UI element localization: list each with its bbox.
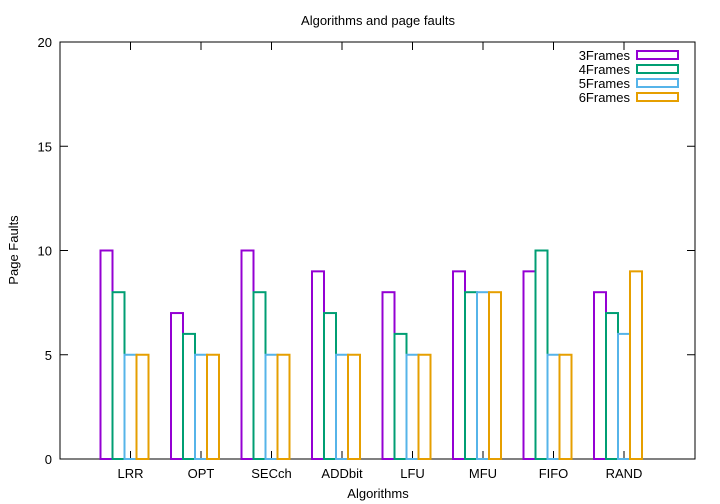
y-axis: 0 5 10 15 20	[38, 35, 695, 467]
bar-4frames-addbit	[323, 312, 337, 460]
y-axis-title: Page Faults	[6, 215, 21, 285]
bar-6frames-rand	[629, 270, 643, 460]
legend-label: 6Frames	[579, 90, 631, 105]
x-tick-label: FIFO	[539, 466, 569, 481]
bar-3frames-fifo	[522, 270, 537, 460]
legend-label: 3Frames	[579, 48, 631, 63]
legend-label: 5Frames	[579, 76, 631, 91]
chart-title: Algorithms and page faults	[301, 13, 455, 28]
bar-3frames-rand	[593, 291, 607, 461]
bar-3frames-secch	[240, 249, 255, 460]
bar-6frames-lfu	[417, 353, 432, 460]
bar-4frames-rand	[605, 312, 619, 460]
bar-6frames-mfu	[488, 291, 502, 461]
bar-6frames-lrr	[135, 353, 150, 460]
x-tick-label: MFU	[469, 466, 497, 481]
bar-5frames-lfu	[405, 353, 420, 460]
bar-6frames-fifo	[558, 353, 573, 460]
x-tick-label: SECch	[251, 466, 291, 481]
bar-5frames-rand	[617, 332, 631, 460]
y-tick-label: 5	[45, 348, 52, 363]
bar-6frames-opt	[206, 353, 220, 460]
bar-5frames-secch	[264, 353, 279, 460]
legend-swatch	[636, 78, 679, 88]
x-tick-label: LRR	[117, 466, 143, 481]
bar-6frames-addbit	[347, 353, 361, 460]
x-tick-label: ADDbit	[321, 466, 363, 481]
bar-4frames-secch	[252, 291, 267, 461]
bar-3frames-mfu	[452, 270, 466, 460]
x-tick-label: LFU	[400, 466, 425, 481]
bar-4frames-opt	[182, 332, 196, 460]
bar-5frames-fifo	[546, 353, 561, 460]
y-tick-label: 0	[45, 452, 52, 467]
x-axis-title: Algorithms	[347, 486, 409, 501]
y-tick-label: 15	[38, 139, 52, 154]
legend-swatch	[636, 92, 679, 102]
bar-3frames-lfu	[381, 291, 396, 461]
bar-6frames-secch	[276, 353, 291, 460]
bar-4frames-lfu	[393, 332, 408, 460]
x-tick-label: OPT	[188, 466, 215, 481]
bar-5frames-mfu	[476, 291, 490, 461]
legend-swatch	[636, 64, 679, 74]
legend-swatch	[636, 50, 679, 60]
bar-3frames-addbit	[311, 270, 325, 460]
bar-3frames-opt	[170, 312, 184, 460]
bar-5frames-lrr	[123, 353, 138, 460]
bar-3frames-lrr	[99, 249, 114, 460]
x-tick-label: RAND	[606, 466, 643, 481]
bar-5frames-addbit	[335, 353, 349, 460]
y-tick-label: 10	[38, 244, 52, 259]
bar-4frames-fifo	[534, 249, 549, 460]
bar-5frames-opt	[194, 353, 208, 460]
bars	[99, 249, 643, 461]
bar-4frames-mfu	[464, 291, 478, 461]
bar-4frames-lrr	[111, 291, 126, 461]
legend-label: 4Frames	[579, 62, 631, 77]
x-axis: LRR OPT SECch ADDbit LFU MFU FIFO RAND	[117, 42, 642, 481]
y-tick-label: 20	[38, 35, 52, 50]
